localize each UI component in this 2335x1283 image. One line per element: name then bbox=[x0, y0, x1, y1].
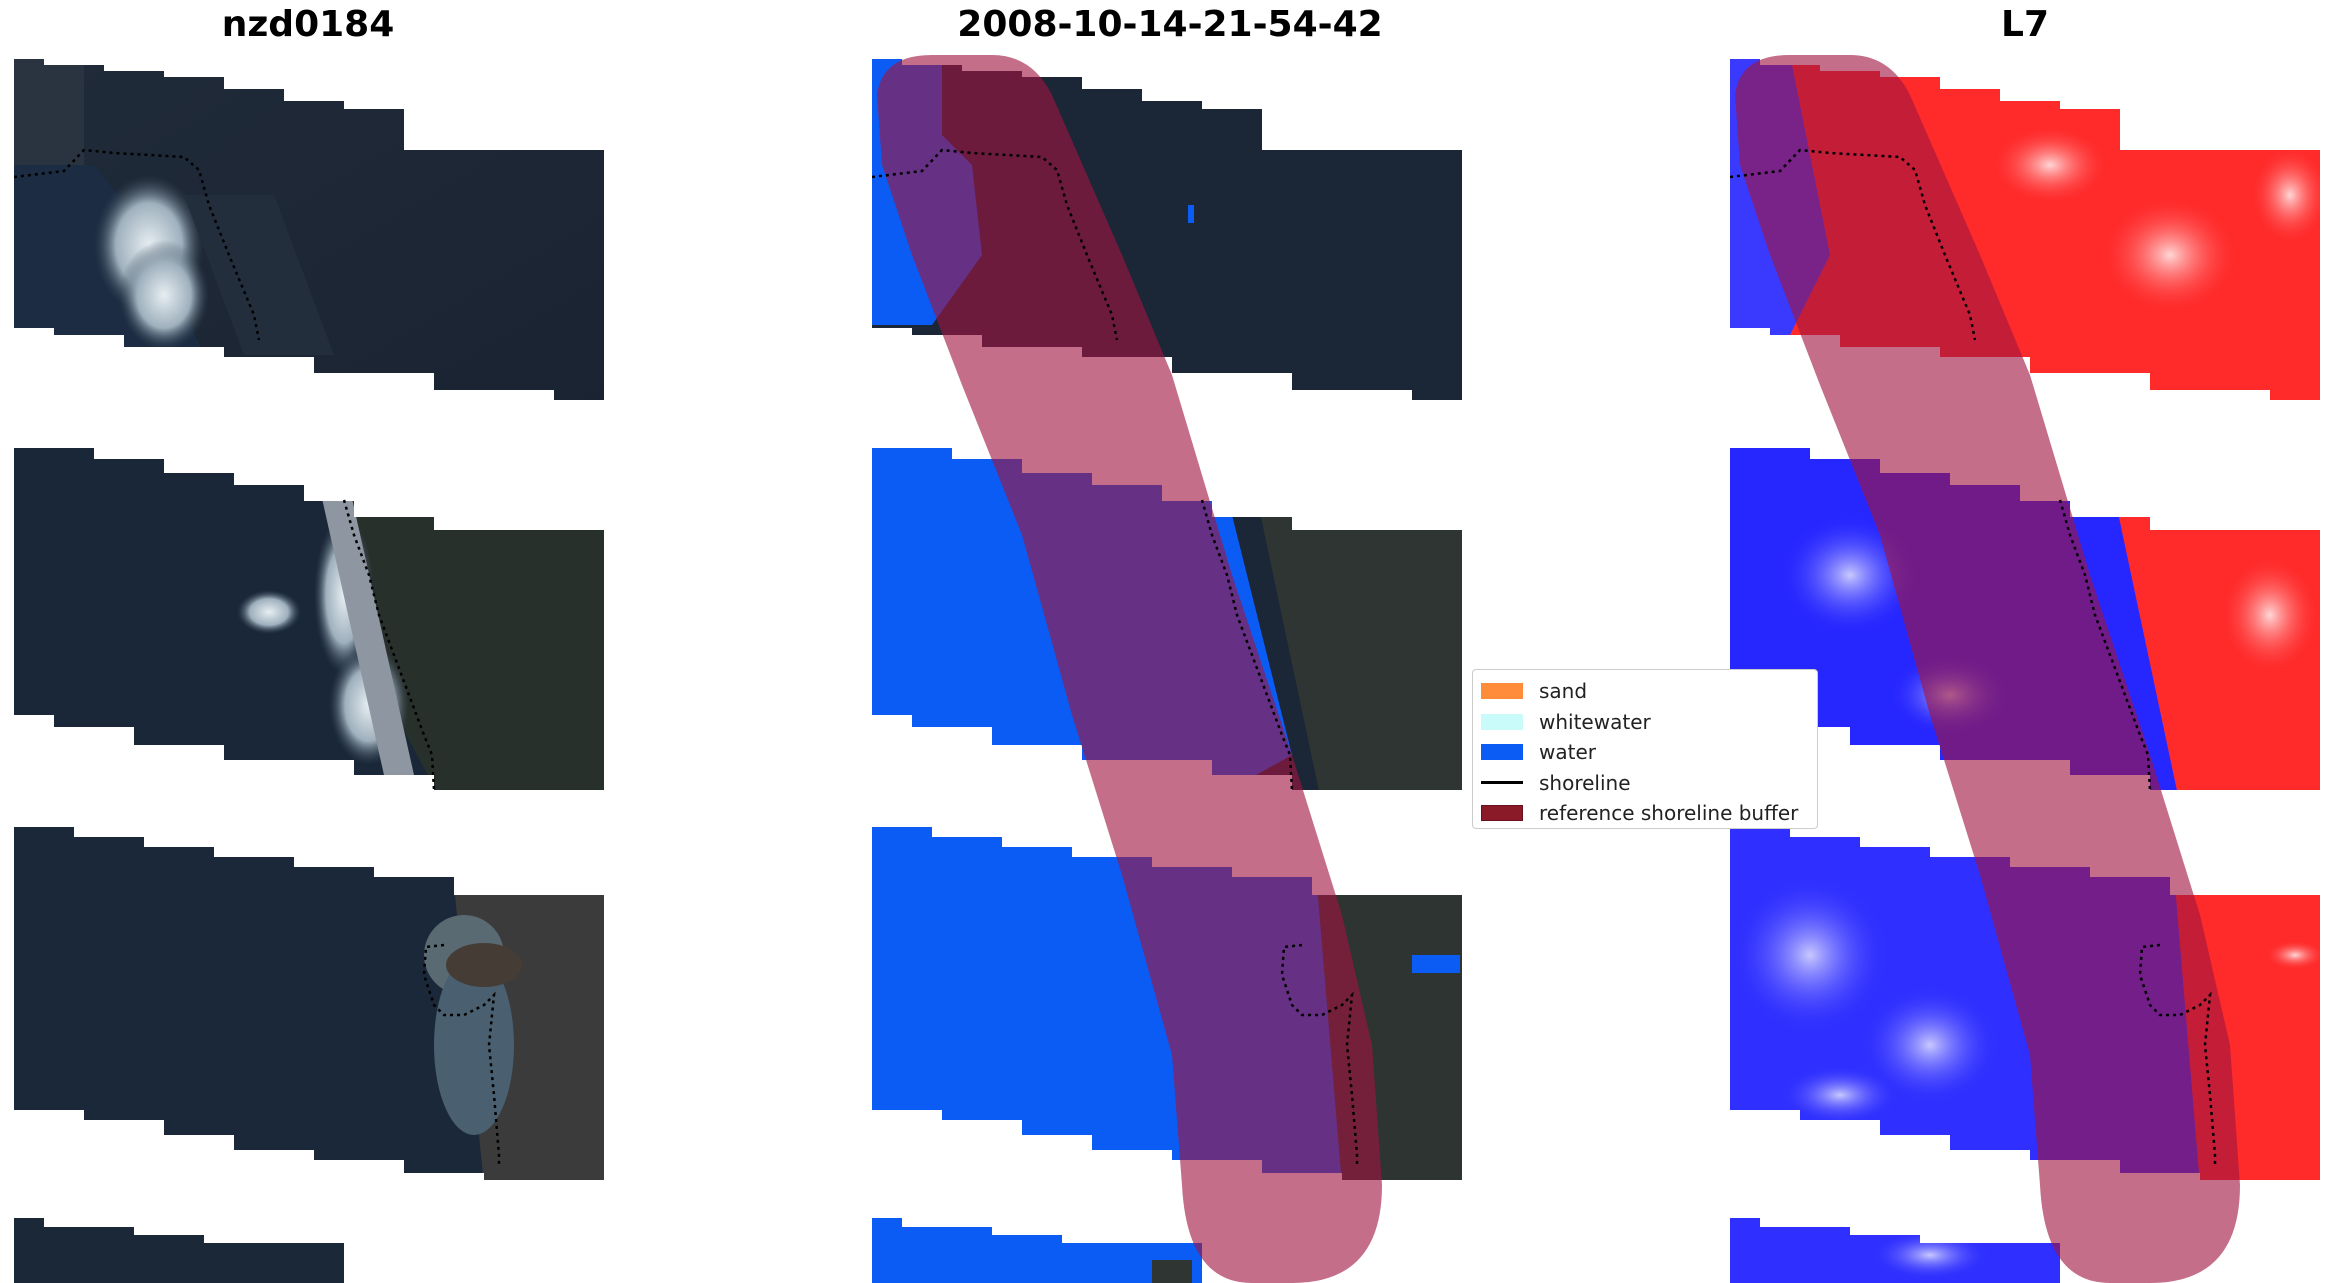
reference-buffer-swatch bbox=[1481, 805, 1523, 822]
legend: sand whitewater water shoreline referenc… bbox=[1472, 669, 1818, 829]
class-shoreline bbox=[872, 148, 1359, 1165]
rgb-image-panel bbox=[14, 59, 604, 1283]
legend-label: sand bbox=[1539, 679, 1588, 704]
reference-shoreline-buffer bbox=[877, 55, 1382, 1283]
index-reference-buffer bbox=[1735, 55, 2240, 1283]
index-shoreline bbox=[1730, 148, 2217, 1165]
panel-title-classification: 2008-10-14-21-54-42 bbox=[957, 4, 1383, 45]
legend-entry-sand: sand bbox=[1481, 676, 1809, 707]
panel-title-index: L7 bbox=[2001, 4, 2049, 45]
rgb-strip-4 bbox=[14, 1218, 344, 1283]
legend-label: shoreline bbox=[1539, 770, 1631, 795]
rgb-shoreline bbox=[14, 148, 501, 1165]
shoreline-line bbox=[1481, 781, 1523, 785]
index-panel bbox=[1730, 55, 2320, 1283]
whitewater-swatch bbox=[1481, 713, 1523, 730]
panel-title-rgb: nzd0184 bbox=[221, 4, 395, 45]
rgb-strip-2 bbox=[14, 448, 604, 790]
legend-label: water bbox=[1539, 740, 1596, 765]
legend-entry-reference-buffer: reference shoreline buffer bbox=[1481, 798, 1809, 829]
legend-entry-water: water bbox=[1481, 737, 1809, 768]
sand-swatch bbox=[1481, 683, 1523, 700]
legend-label: whitewater bbox=[1539, 709, 1651, 734]
rgb-strip-1 bbox=[14, 59, 604, 400]
class-strip-4 bbox=[872, 1218, 1202, 1283]
legend-entry-shoreline: shoreline bbox=[1481, 768, 1809, 799]
rgb-strip-3 bbox=[14, 827, 604, 1180]
legend-label: reference shoreline buffer bbox=[1539, 801, 1799, 826]
index-strip-4 bbox=[1730, 1218, 2060, 1283]
legend-entry-whitewater: whitewater bbox=[1481, 707, 1809, 738]
classification-panel bbox=[872, 55, 1462, 1283]
water-swatch bbox=[1481, 744, 1523, 761]
